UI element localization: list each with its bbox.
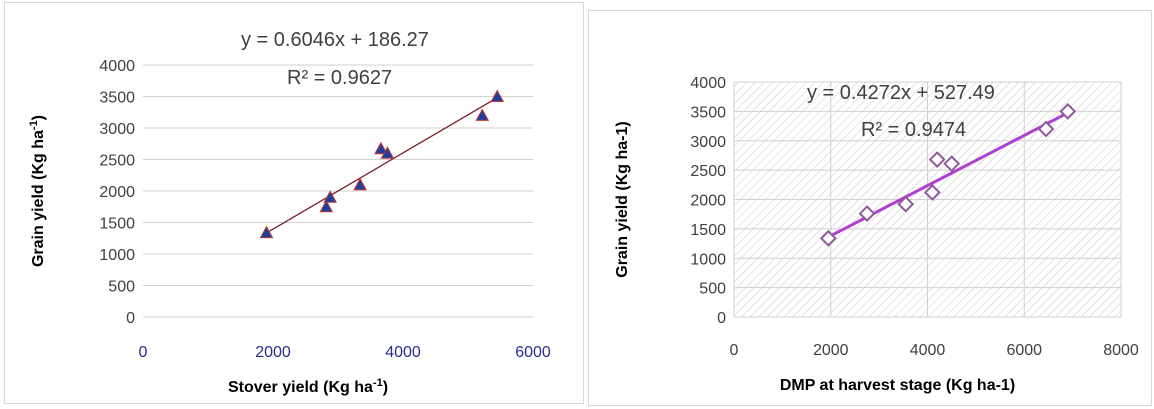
r-squared-label: R² = 0.9474 <box>861 119 966 141</box>
y-tick-label: 3500 <box>690 104 726 121</box>
stover-yield-chart-panel: 0 500 1000 1500 2000 2500 3000 3500 4000 0 2000 400… <box>4 2 584 404</box>
data-point <box>319 199 334 213</box>
x-tick-label: 8000 <box>1103 342 1139 359</box>
data-point <box>923 184 941 201</box>
x-axis-title: DMP at harvest stage (Kg ha-1) <box>780 377 1015 394</box>
r-squared-label: R² = 0.9627 <box>287 67 392 89</box>
y-tick-label: 1000 <box>690 251 726 268</box>
trendline-equation: y = 0.4272x + 527.49 <box>807 82 995 104</box>
data-point <box>353 177 367 191</box>
trendline-equation: y = 0.6046x + 186.27 <box>241 29 429 51</box>
dmp-harvest-chart: 0 500 1000 1500 2000 2500 3000 3500 4000 0 2000 400… <box>614 75 1139 394</box>
y-tick-label: 2500 <box>99 153 135 170</box>
y-tick-label: 2000 <box>99 184 135 201</box>
y-tick-label: 500 <box>108 279 135 296</box>
data-point <box>475 108 490 121</box>
stover-yield-chart: 0 500 1000 1500 2000 2500 3000 3500 4000 0 2000 400… <box>28 29 551 396</box>
y-axis-title: Grain yield (Kg ha-1) <box>28 115 47 267</box>
data-point <box>819 229 837 247</box>
plot-area-border <box>733 81 1122 318</box>
x-tick-label: 2000 <box>813 342 849 359</box>
y-tick-label: 0 <box>126 310 135 327</box>
data-point <box>897 195 915 213</box>
x-tick-label: 6000 <box>515 344 551 361</box>
data-point <box>858 205 876 223</box>
y-tick-label: 1500 <box>690 222 726 239</box>
dmp-chart-panel: 0 500 1000 1500 2000 2500 3000 3500 4000 0 2000 400… <box>588 10 1152 406</box>
data-point <box>490 89 505 102</box>
y-tick-label: 1500 <box>99 216 135 233</box>
data-point <box>1037 120 1055 138</box>
x-tick-label: 0 <box>139 344 148 361</box>
y-tick-label: 500 <box>699 281 726 298</box>
y-tick-label: 0 <box>717 310 726 327</box>
y-tick-label: 4000 <box>690 75 726 92</box>
data-point <box>1059 102 1077 120</box>
x-tick-label: 0 <box>730 342 739 359</box>
y-axis-title: Grain yield (Kg ha-1) <box>614 121 631 277</box>
y-tick-label: 2500 <box>690 163 726 180</box>
x-axis-title: Stover yield (Kg ha-1) <box>228 377 388 396</box>
y-tick-label: 3000 <box>690 134 726 151</box>
data-point <box>928 151 946 168</box>
data-point <box>323 190 338 203</box>
data-point <box>259 225 274 239</box>
y-tick-label: 3500 <box>99 90 135 107</box>
y-tick-label: 3000 <box>99 121 135 138</box>
y-tick-label: 4000 <box>99 58 135 75</box>
y-tick-label: 2000 <box>690 193 726 210</box>
x-tick-label: 2000 <box>255 344 291 361</box>
data-point <box>380 146 395 159</box>
x-tick-label: 4000 <box>385 344 421 361</box>
data-point <box>943 155 961 173</box>
x-tick-label: 4000 <box>910 342 946 359</box>
y-tick-label: 1000 <box>99 247 135 264</box>
x-tick-label: 6000 <box>1006 342 1042 359</box>
trendline <box>266 97 498 234</box>
data-point <box>374 141 388 155</box>
